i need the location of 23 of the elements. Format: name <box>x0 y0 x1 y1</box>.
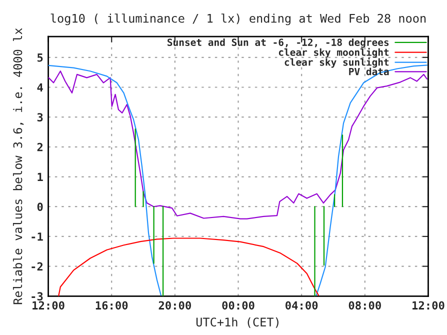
x-tick-label: 04:00 <box>286 301 318 310</box>
y-tick-label: 0 <box>37 202 43 211</box>
legend-label: Sunset and Sun at -6, -12, -18 degrees <box>168 38 389 48</box>
y-tick-label: -2 <box>32 262 42 271</box>
y-tick-label: 2 <box>37 142 42 152</box>
x-tick-label: 16:00 <box>96 301 128 310</box>
x-tick-label: 08:00 <box>348 301 381 310</box>
y-axis-title: Reliable values below 3.6, i.e. 4000 lx <box>12 28 24 304</box>
x-tick-label: 20:00 <box>158 301 191 310</box>
y-tick-label: 4 <box>37 83 43 92</box>
x-tick-label: 00:00 <box>222 301 254 310</box>
y-tick-label: -3 <box>32 292 43 301</box>
y-tick-label: 1 <box>38 172 43 181</box>
x-tick-label: 12:00 <box>412 301 444 310</box>
y-tick-label: 5 <box>38 54 43 62</box>
chart-title: log10 ( illuminance / 1 lx) ending at Wed Feb 28 noon <box>50 14 426 26</box>
legend-label: clear sky sunlight <box>284 58 389 68</box>
legend-label: clear sky moonlight <box>278 48 389 58</box>
y-tick-label: -1 <box>32 232 43 241</box>
x-axis-title: UTC+1h (CET) <box>196 317 278 328</box>
y-tick-label: 3 <box>37 113 43 122</box>
legend-label: PV data <box>349 68 389 76</box>
x-tick-label: 12:00 <box>32 301 64 310</box>
